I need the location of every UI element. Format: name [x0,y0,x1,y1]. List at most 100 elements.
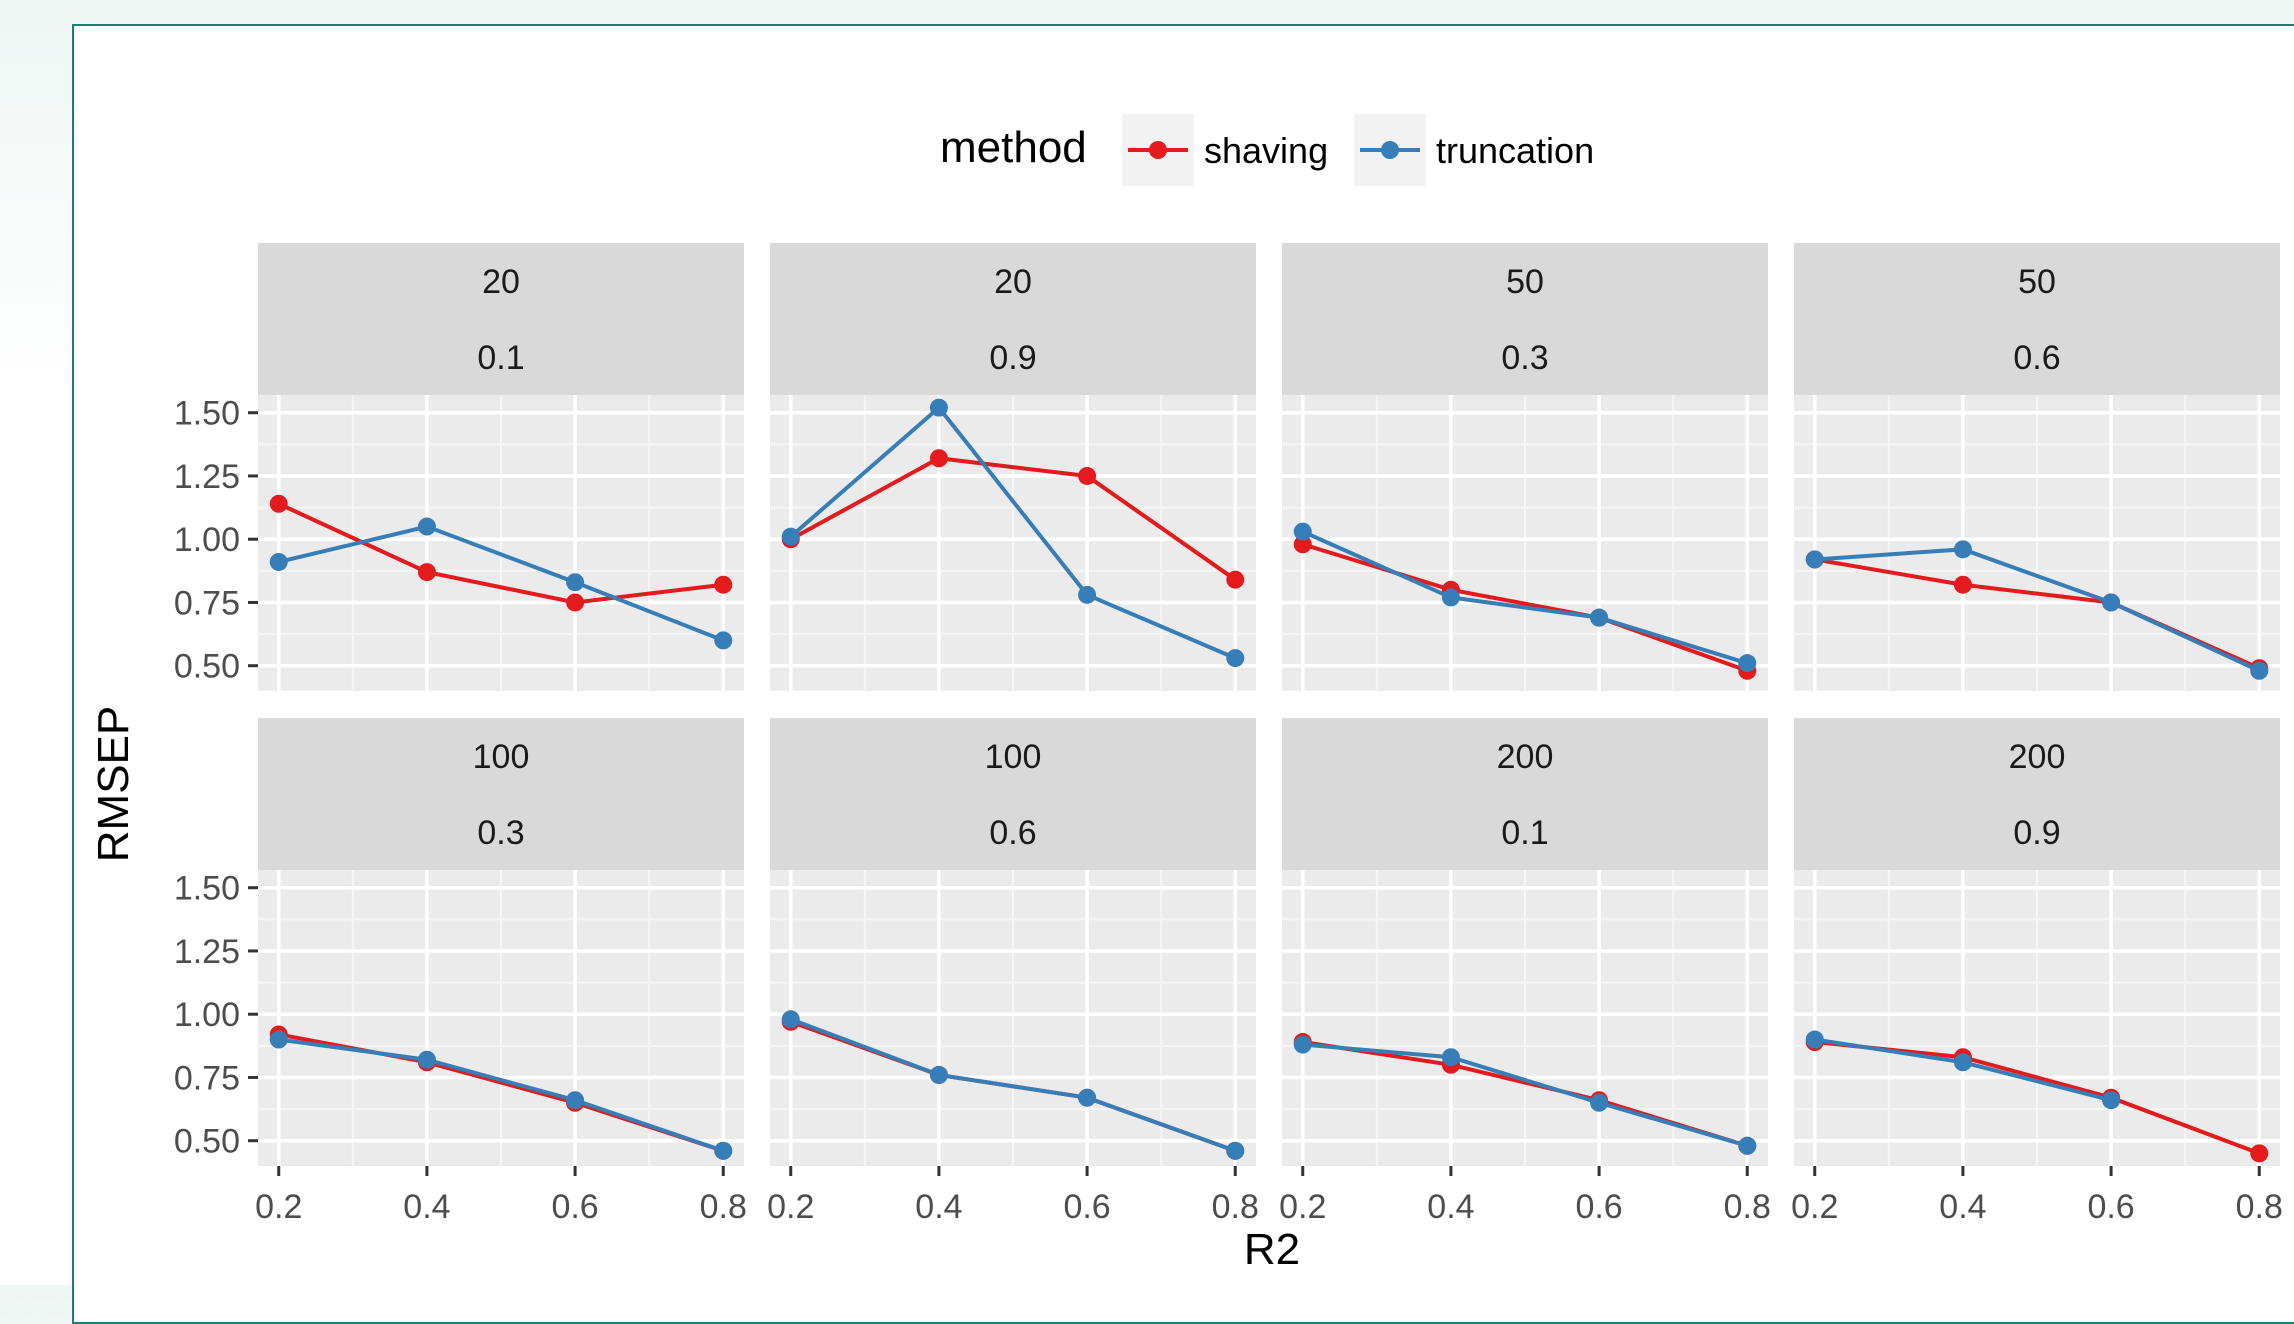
facet-strip-label: 0.6 [2013,339,2060,377]
data-point-truncation [1590,608,1609,627]
legend-entry-shaving: shaving [1122,114,1328,186]
x-tick-label: 0.6 [551,1188,598,1226]
facet-strip-label: 0.1 [477,339,524,377]
series-line-truncation [1814,547,2261,673]
data-point-shaving [714,575,733,594]
facet-panel: 200 0.1 0.2 0.4 0.6 0.8 [1279,718,1771,1226]
data-point-shaving [566,593,585,612]
data-point-truncation [929,398,948,417]
x-tick-label: 0.8 [2236,1188,2283,1226]
y-tick-label: 0.75 [174,1059,240,1097]
y-tick-label: 1.00 [174,521,240,559]
x-tick-label: 0.2 [255,1188,302,1226]
facet-strip-label: 50 [2018,263,2056,301]
data-point-truncation [1738,654,1757,673]
x-tick-label: 0.4 [1427,1188,1474,1226]
data-point-shaving [269,494,288,513]
facet-strip [1794,243,2280,395]
facet-panel: 500.3 [1282,243,1768,691]
data-point-truncation [566,1091,585,1110]
legend-key-point [1149,141,1167,159]
chart-frame: method shaving truncation 20 0.1 0.50 0.75 1.0… [72,24,2294,1324]
x-tick-label: 0.6 [2087,1188,2134,1226]
data-point-truncation [269,1030,288,1049]
data-point-truncation [1226,649,1245,668]
facet-panel: 20 0.1 0.50 0.75 1.00 1.25 1.50 [174,243,744,691]
data-point-truncation [1805,1030,1824,1049]
facet-strip-label: 0.1 [1501,814,1548,852]
data-point-truncation [1953,1053,1972,1072]
facet-strip [258,243,744,395]
data-point-truncation [714,631,733,650]
data-point-truncation [1590,1093,1609,1112]
facet-strip-label: 100 [985,738,1042,776]
y-tick-label: 0.75 [174,584,240,622]
facet-strip-label: 200 [2009,738,2066,776]
legend: method shaving truncation [940,114,1594,186]
y-tick-label: 1.50 [174,870,240,908]
data-point-truncation [1805,550,1824,569]
x-tick-label: 0.4 [1939,1188,1986,1226]
series-line-shaving [789,456,1237,582]
facet-panels: 200.10.500.751.001.251.50200.9500.3500.6… [174,243,2283,1226]
facet-strip-label: 0.3 [1501,339,1548,377]
y-tick-label: 0.50 [174,648,240,686]
legend-label: truncation [1436,130,1594,171]
facet-strip [258,718,744,870]
data-point-truncation [929,1065,948,1084]
x-tick-label: 0.8 [1724,1188,1771,1226]
y-tick-label: 1.50 [174,395,240,433]
data-point-truncation [781,1010,800,1029]
facet-strip-label: 200 [1497,738,1554,776]
data-point-truncation [1738,1136,1757,1155]
facet-panel: 100 0.6 0.2 0.4 0.6 0.8 [767,718,1259,1226]
data-point-shaving [1953,575,1972,594]
data-point-shaving [929,449,948,468]
facet-strip-label: 0.9 [2013,814,2060,852]
facet-strip-label: 20 [482,263,520,301]
x-tick-label: 0.8 [1212,1188,1259,1226]
facet-strip-label: 50 [1506,263,1544,301]
facet-strip-label: 0.3 [477,814,524,852]
data-point-truncation [714,1141,733,1160]
x-tick-label: 0.8 [700,1188,747,1226]
data-point-truncation [1078,585,1097,604]
series-line-truncation [789,404,1237,660]
data-point-truncation [269,552,288,571]
y-tick-label: 0.50 [174,1123,240,1161]
x-tick-label: 0.2 [1279,1188,1326,1226]
legend-title: method [940,123,1087,172]
facet-strip [770,243,1256,395]
facet-strip-label: 20 [994,263,1032,301]
series-line-shaving [1302,542,1748,673]
series-line-truncation [1302,1042,1748,1148]
data-point-truncation [417,1050,436,1069]
x-tick-label: 0.4 [403,1188,450,1226]
legend-label: shaving [1204,130,1328,171]
data-point-truncation [1441,588,1460,607]
series-line-truncation [278,524,724,643]
y-tick-label: 1.25 [174,933,240,971]
facet-panel: 200 0.9 0.2 0.4 0.6 0.8 [1791,718,2283,1226]
y-tick-label: 1.00 [174,996,240,1034]
series-line-shaving [277,501,724,605]
data-point-shaving [1293,535,1312,554]
facet-strip [770,718,1256,870]
data-point-truncation [1226,1141,1245,1160]
data-point-truncation [1441,1048,1460,1067]
data-point-truncation [2102,593,2121,612]
y-tick-label: 1.25 [174,458,240,496]
y-axis-title: RMSEP [89,706,138,862]
data-point-shaving [417,563,436,582]
legend-entry-truncation: truncation [1354,114,1594,186]
data-point-truncation [566,573,585,592]
facet-strip [1794,718,2280,870]
facet-panel: 100 0.3 0.50 0.75 1.00 1.25 1.50 0.2 0.4 0.6 0.8 [174,718,747,1226]
data-point-shaving [1226,570,1245,589]
data-point-truncation [1953,540,1972,559]
x-tick-label: 0.2 [767,1188,814,1226]
facet-strip [1282,243,1768,395]
data-point-shaving [1078,466,1097,485]
faceted-line-chart: method shaving truncation 20 0.1 0.50 0.75 1.0… [89,114,2283,1274]
x-tick-label: 0.4 [915,1188,962,1226]
